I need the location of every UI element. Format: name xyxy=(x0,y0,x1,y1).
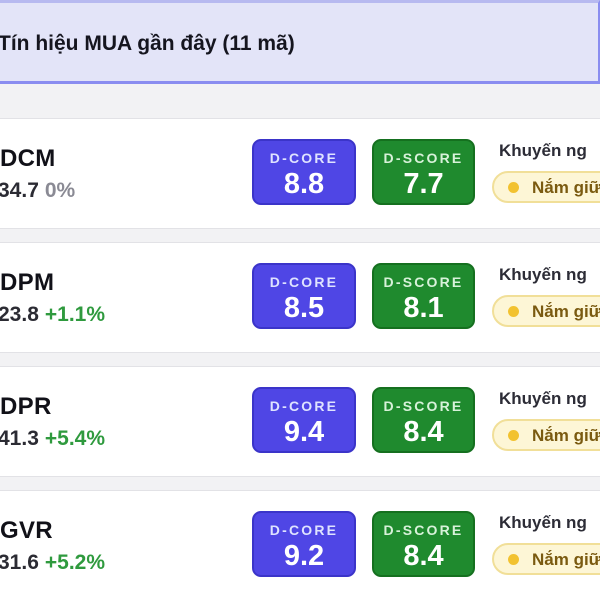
hold-badge: Nắm giữ xyxy=(492,171,600,203)
price-line: 41.3 +5.4% xyxy=(0,427,105,451)
stock-row-gvr[interactable]: GVR 31.6 +5.2% D-CORE 9.2 D-SCORE 8.4 Khu… xyxy=(0,490,600,600)
dscore-value: 7.7 xyxy=(403,168,444,200)
stock-price: 34.7 xyxy=(0,179,39,202)
status-dot-icon xyxy=(508,430,519,441)
stock-ticker: DCM xyxy=(0,145,56,172)
dcore-badge: D-CORE 8.8 xyxy=(252,139,356,205)
stock-change: +5.2% xyxy=(44,551,106,574)
stock-change: +1.1% xyxy=(44,303,106,326)
recommendation-label: Khuyến ng xyxy=(499,389,587,408)
hold-badge: Nắm giữ xyxy=(492,419,600,451)
dcore-badge: D-CORE 9.4 xyxy=(252,387,356,453)
dscore-badge: D-SCORE 8.4 xyxy=(372,387,475,453)
stock-price: 23.8 xyxy=(0,303,39,326)
hold-label: Nắm giữ xyxy=(532,550,600,569)
dcore-value: 8.8 xyxy=(283,168,325,200)
stock-row-dpm[interactable]: DPM 23.8 +1.1% D-CORE 8.5 D-SCORE 8.1 Khu… xyxy=(0,242,600,353)
stock-change: +5.4% xyxy=(44,427,106,450)
dscore-label: D-SCORE xyxy=(383,522,464,538)
stock-row-dpr[interactable]: DPR 41.3 +5.4% D-CORE 9.4 D-SCORE 8.4 Khu… xyxy=(0,366,600,477)
section-header: Tín hiệu MUA gần đây (11 mã) xyxy=(0,0,600,84)
hold-label: Nắm giữ xyxy=(532,426,600,445)
dcore-value: 9.2 xyxy=(283,540,325,572)
section-title: Tín hiệu MUA gần đây (11 mã) xyxy=(0,32,295,55)
dcore-label: D-CORE xyxy=(269,274,339,290)
status-dot-icon xyxy=(508,554,519,565)
stock-price: 31.6 xyxy=(0,551,39,574)
dcore-badge: D-CORE 9.2 xyxy=(252,511,356,577)
price-line: 23.8 +1.1% xyxy=(0,303,105,327)
stock-row-dcm[interactable]: DCM 34.7 0% D-CORE 8.8 D-SCORE 7.7 Khuyến… xyxy=(0,118,600,229)
dscore-label: D-SCORE xyxy=(383,398,464,414)
recommendation-label: Khuyến ng xyxy=(499,141,587,160)
stock-change: 0% xyxy=(44,179,76,202)
dcore-badge: D-CORE 8.5 xyxy=(252,263,356,329)
dscore-value: 8.4 xyxy=(403,416,444,448)
stock-ticker: DPR xyxy=(0,393,52,420)
dscore-label: D-SCORE xyxy=(383,274,464,290)
dscore-label: D-SCORE xyxy=(383,150,464,166)
dscore-badge: D-SCORE 7.7 xyxy=(372,139,475,205)
dcore-label: D-CORE xyxy=(269,522,339,538)
dscore-value: 8.1 xyxy=(403,292,444,324)
dcore-label: D-CORE xyxy=(269,398,339,414)
price-line: 31.6 +5.2% xyxy=(0,551,105,575)
dscore-badge: D-SCORE 8.4 xyxy=(372,511,475,577)
recommendation-label: Khuyến ng xyxy=(499,513,587,532)
status-dot-icon xyxy=(508,182,519,193)
stock-ticker: DPM xyxy=(0,269,55,296)
stock-price: 41.3 xyxy=(0,427,39,450)
stock-ticker: GVR xyxy=(0,517,53,544)
dscore-value: 8.4 xyxy=(403,540,444,572)
hold-label: Nắm giữ xyxy=(532,302,600,321)
hold-badge: Nắm giữ xyxy=(492,295,600,327)
dcore-label: D-CORE xyxy=(269,150,339,166)
dscore-badge: D-SCORE 8.1 xyxy=(372,263,475,329)
hold-label: Nắm giữ xyxy=(532,178,600,197)
dcore-value: 9.4 xyxy=(283,416,325,448)
dcore-value: 8.5 xyxy=(283,292,325,324)
price-line: 34.7 0% xyxy=(0,179,75,203)
recommendation-label: Khuyến ng xyxy=(499,265,587,284)
hold-badge: Nắm giữ xyxy=(492,543,600,575)
status-dot-icon xyxy=(508,306,519,317)
